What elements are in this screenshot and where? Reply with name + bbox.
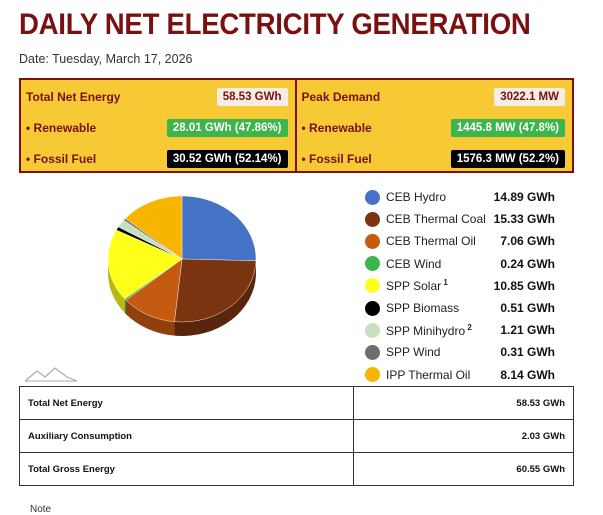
energy-fossil-value: 30.52 GWh (52.14%): [167, 150, 288, 168]
peak-demand-value: 3022.1 MW: [494, 88, 565, 106]
legend-label-spp-solar: SPP Solar 1: [386, 278, 448, 293]
summary-label: Auxiliary Consumption: [20, 420, 354, 453]
legend-value-ipp-thermal-oil: 8.14 GWh: [500, 368, 555, 382]
mountain-logo-icon: [23, 365, 79, 383]
legend-value-ceb-thermal-coal: 15.33 GWh: [494, 212, 555, 226]
legend-swatch-spp-minihydro: [365, 323, 380, 338]
pie-slice-ceb-thermal-coal: [174, 259, 256, 322]
legend-swatch-ceb-thermal-oil: [365, 234, 380, 249]
legend-footnote-spp-minihydro: 2: [465, 323, 472, 332]
peak-demand-label: Peak Demand: [302, 90, 381, 104]
energy-renewable-value: 28.01 GWh (47.86%): [167, 119, 288, 137]
legend-value-ceb-wind: 0.24 GWh: [500, 257, 555, 271]
energy-fossil-label: • Fossil Fuel: [26, 152, 96, 166]
legend-item-spp-biomass: SPP Biomass 0.51 GWh: [365, 297, 555, 319]
legend-label-ceb-wind: CEB Wind: [386, 257, 441, 271]
summary-label: Total Gross Energy: [20, 453, 354, 486]
pie-slice-ceb-hydro: [182, 196, 256, 261]
legend-label-spp-wind: SPP Wind: [386, 345, 440, 359]
summary-value: 2.03 GWh: [354, 420, 574, 453]
demand-renewable-label: • Renewable: [302, 121, 372, 135]
stats-panels: Total Net Energy 58.53 GWh • Renewable 2…: [19, 78, 574, 173]
demand-fossil-value: 1576.3 MW (52.2%): [451, 150, 565, 168]
peak-demand-row: Peak Demand 3022.1 MW: [297, 82, 573, 112]
energy-fossil-row: • Fossil Fuel 30.52 GWh (52.14%): [21, 144, 295, 174]
legend-item-ceb-thermal-oil: CEB Thermal Oil 7.06 GWh: [365, 230, 555, 252]
legend-value-spp-biomass: 0.51 GWh: [500, 301, 555, 315]
legend-swatch-ipp-thermal-oil: [365, 367, 380, 382]
legend-item-spp-wind: SPP Wind 0.31 GWh: [365, 341, 555, 363]
legend-label-ceb-thermal-oil: CEB Thermal Oil: [386, 234, 476, 248]
legend-value-spp-wind: 0.31 GWh: [500, 345, 555, 359]
energy-panel: Total Net Energy 58.53 GWh • Renewable 2…: [19, 78, 297, 173]
energy-renewable-label: • Renewable: [26, 121, 96, 135]
total-net-energy-value: 58.53 GWh: [217, 88, 288, 106]
demand-fossil-row: • Fossil Fuel 1576.3 MW (52.2%): [297, 144, 573, 174]
total-net-energy-row: Total Net Energy 58.53 GWh: [21, 82, 295, 112]
legend-swatch-ceb-wind: [365, 256, 380, 271]
energy-renewable-row: • Renewable 28.01 GWh (47.86%): [21, 113, 295, 143]
legend-item-ipp-thermal-oil: IPP Thermal Oil 8.14 GWh: [365, 364, 555, 386]
summary-value: 60.55 GWh: [354, 453, 574, 486]
legend-item-ceb-hydro: CEB Hydro 14.89 GWh: [365, 186, 555, 208]
legend-footnote-spp-solar: 1: [441, 278, 448, 287]
legend-item-spp-minihydro: SPP Minihydro 2 1.21 GWh: [365, 319, 555, 341]
summary-value: 58.53 GWh: [354, 387, 574, 420]
legend-value-ceb-hydro: 14.89 GWh: [494, 190, 555, 204]
legend-label-spp-biomass: SPP Biomass: [386, 301, 459, 315]
demand-panel: Peak Demand 3022.1 MW • Renewable 1445.8…: [297, 78, 575, 173]
legend-value-spp-solar: 10.85 GWh: [494, 279, 555, 293]
legend-label-ceb-hydro: CEB Hydro: [386, 190, 446, 204]
legend-label-spp-minihydro: SPP Minihydro 2: [386, 323, 472, 338]
page-title: DAILY NET ELECTRICITY GENERATION: [19, 8, 531, 42]
demand-fossil-label: • Fossil Fuel: [302, 152, 372, 166]
legend-swatch-spp-biomass: [365, 301, 380, 316]
pie-legend: CEB Hydro 14.89 GWh CEB Thermal Coal 15.33 …: [365, 186, 555, 386]
total-net-energy-label: Total Net Energy: [26, 90, 120, 104]
demand-renewable-row: • Renewable 1445.8 MW (47.8%): [297, 113, 573, 143]
demand-renewable-value: 1445.8 MW (47.8%): [451, 119, 565, 137]
generation-pie-chart: [95, 187, 270, 357]
legend-item-ceb-thermal-coal: CEB Thermal Coal 15.33 GWh: [365, 208, 555, 230]
summary-label: Total Net Energy: [20, 387, 354, 420]
legend-label-ipp-thermal-oil: IPP Thermal Oil: [386, 368, 470, 382]
legend-label-ceb-thermal-coal: CEB Thermal Coal: [386, 212, 486, 226]
pie-side-ceb-wind: [125, 299, 126, 314]
legend-swatch-spp-solar: [365, 278, 380, 293]
legend-item-ceb-wind: CEB Wind 0.24 GWh: [365, 253, 555, 275]
legend-swatch-spp-wind: [365, 345, 380, 360]
legend-item-spp-solar: SPP Solar 1 10.85 GWh: [365, 275, 555, 297]
legend-value-spp-minihydro: 1.21 GWh: [500, 323, 555, 337]
legend-swatch-ceb-thermal-coal: [365, 212, 380, 227]
legend-value-ceb-thermal-oil: 7.06 GWh: [500, 234, 555, 248]
footer-note-fragment: Note: [30, 504, 51, 515]
legend-swatch-ceb-hydro: [365, 190, 380, 205]
report-date: Date: Tuesday, March 17, 2026: [19, 52, 192, 66]
